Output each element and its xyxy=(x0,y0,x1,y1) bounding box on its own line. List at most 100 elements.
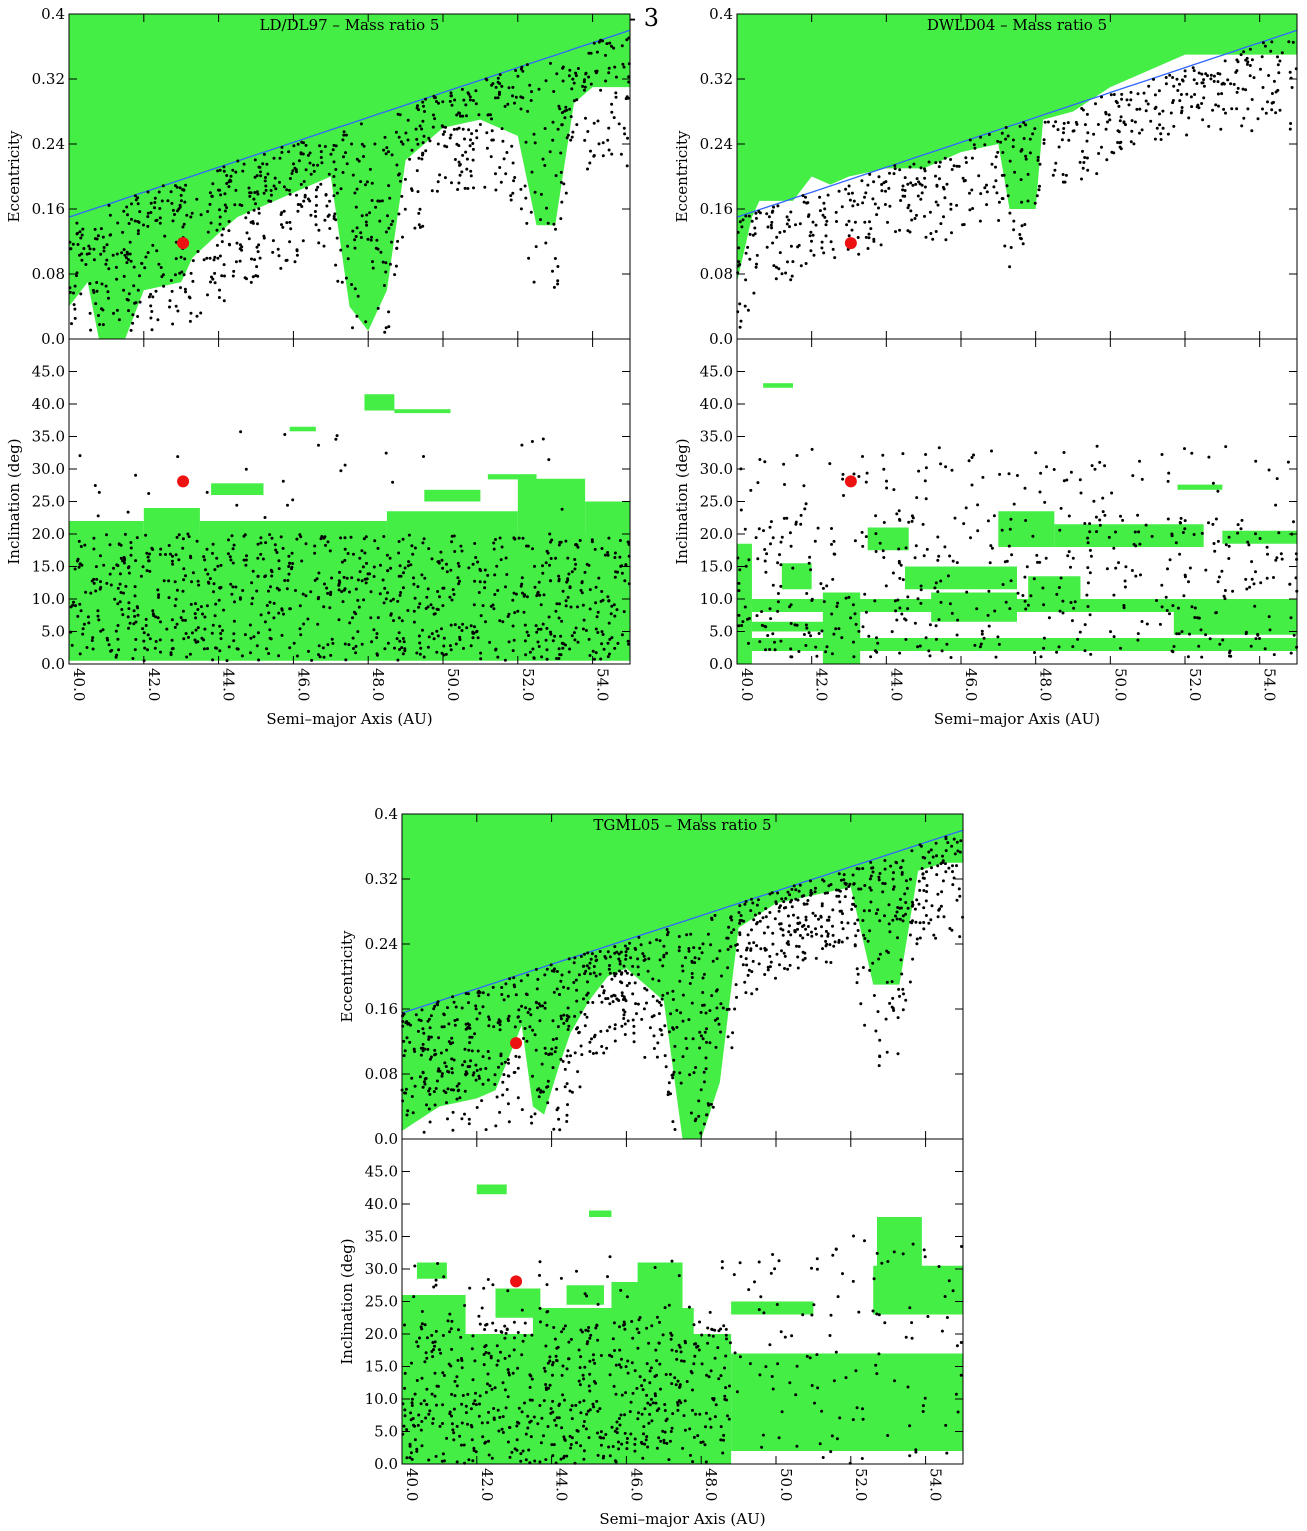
particle xyxy=(1144,109,1148,113)
particle xyxy=(362,155,365,158)
particle xyxy=(114,629,118,633)
particle xyxy=(566,1049,570,1053)
particle xyxy=(493,573,497,577)
particle xyxy=(546,221,550,225)
particle xyxy=(133,614,137,618)
particle xyxy=(908,1424,912,1428)
particle xyxy=(415,651,419,655)
particle xyxy=(472,186,475,190)
particle xyxy=(371,260,374,264)
particle xyxy=(368,572,372,576)
particle xyxy=(452,1058,456,1062)
particle xyxy=(169,190,173,194)
particle xyxy=(325,204,329,208)
particle xyxy=(431,1421,435,1425)
particle xyxy=(878,541,882,545)
particle xyxy=(812,1303,816,1307)
particle xyxy=(220,240,224,244)
particle xyxy=(524,1432,528,1436)
particle xyxy=(945,1316,949,1319)
particle xyxy=(231,274,235,278)
particle xyxy=(703,1030,707,1034)
particle xyxy=(750,992,754,996)
particle xyxy=(637,1318,641,1322)
particle xyxy=(915,496,919,500)
particle xyxy=(748,232,752,236)
particle xyxy=(597,142,601,146)
particle xyxy=(389,566,393,570)
particle xyxy=(586,1001,590,1004)
particle xyxy=(1130,569,1134,572)
particle xyxy=(1003,244,1007,248)
particle xyxy=(427,1089,431,1093)
particle xyxy=(483,568,487,572)
particle xyxy=(423,1323,427,1327)
particle xyxy=(766,925,770,929)
particle xyxy=(671,998,675,1001)
particle xyxy=(623,1322,627,1326)
particle xyxy=(422,1130,426,1134)
particle xyxy=(1023,223,1027,226)
particle xyxy=(663,1054,667,1058)
particle xyxy=(834,1350,838,1354)
particle xyxy=(384,261,388,265)
particle xyxy=(1023,599,1027,603)
particle xyxy=(625,984,629,988)
particle xyxy=(637,1411,640,1415)
particle xyxy=(658,958,662,962)
particle xyxy=(1105,158,1109,162)
particle xyxy=(777,1259,781,1263)
particle xyxy=(238,259,242,263)
particle xyxy=(262,152,266,156)
particle xyxy=(698,1046,702,1050)
particle xyxy=(436,1003,440,1007)
particle xyxy=(920,183,924,187)
particle xyxy=(622,610,626,614)
particle xyxy=(403,1323,406,1327)
particle xyxy=(223,209,227,213)
particle xyxy=(952,164,956,168)
particle xyxy=(265,647,269,651)
particle xyxy=(806,215,810,218)
particle xyxy=(1028,151,1032,155)
particle xyxy=(1191,66,1195,70)
particle xyxy=(692,1323,696,1327)
particle xyxy=(635,1386,639,1390)
particle xyxy=(338,570,341,574)
particle xyxy=(569,1443,573,1446)
particle xyxy=(443,130,446,134)
particle xyxy=(588,1408,592,1412)
particle xyxy=(304,594,308,598)
particle xyxy=(361,565,365,569)
particle xyxy=(904,638,908,641)
particle xyxy=(678,1071,682,1075)
particle xyxy=(951,559,955,563)
particle xyxy=(554,1046,558,1050)
particle xyxy=(1026,199,1030,203)
particle xyxy=(913,907,917,911)
particle xyxy=(625,1295,629,1299)
particle xyxy=(485,131,489,135)
particle xyxy=(548,563,551,567)
particle xyxy=(292,144,296,148)
particle xyxy=(768,607,772,611)
particle xyxy=(785,215,789,219)
particle xyxy=(169,651,173,655)
particle xyxy=(384,597,388,601)
particle xyxy=(502,157,506,161)
particle xyxy=(770,220,774,224)
particle xyxy=(1269,49,1273,53)
particle xyxy=(117,318,121,322)
particle xyxy=(528,1007,532,1011)
particle xyxy=(218,222,222,226)
particle xyxy=(904,1335,908,1339)
particle xyxy=(543,973,547,977)
particle xyxy=(144,617,148,621)
stable-block xyxy=(416,1262,447,1279)
particle xyxy=(273,176,277,180)
particle xyxy=(328,606,332,610)
particle xyxy=(847,885,851,888)
particle xyxy=(934,624,938,628)
particle xyxy=(1209,77,1213,81)
particle xyxy=(554,227,557,231)
